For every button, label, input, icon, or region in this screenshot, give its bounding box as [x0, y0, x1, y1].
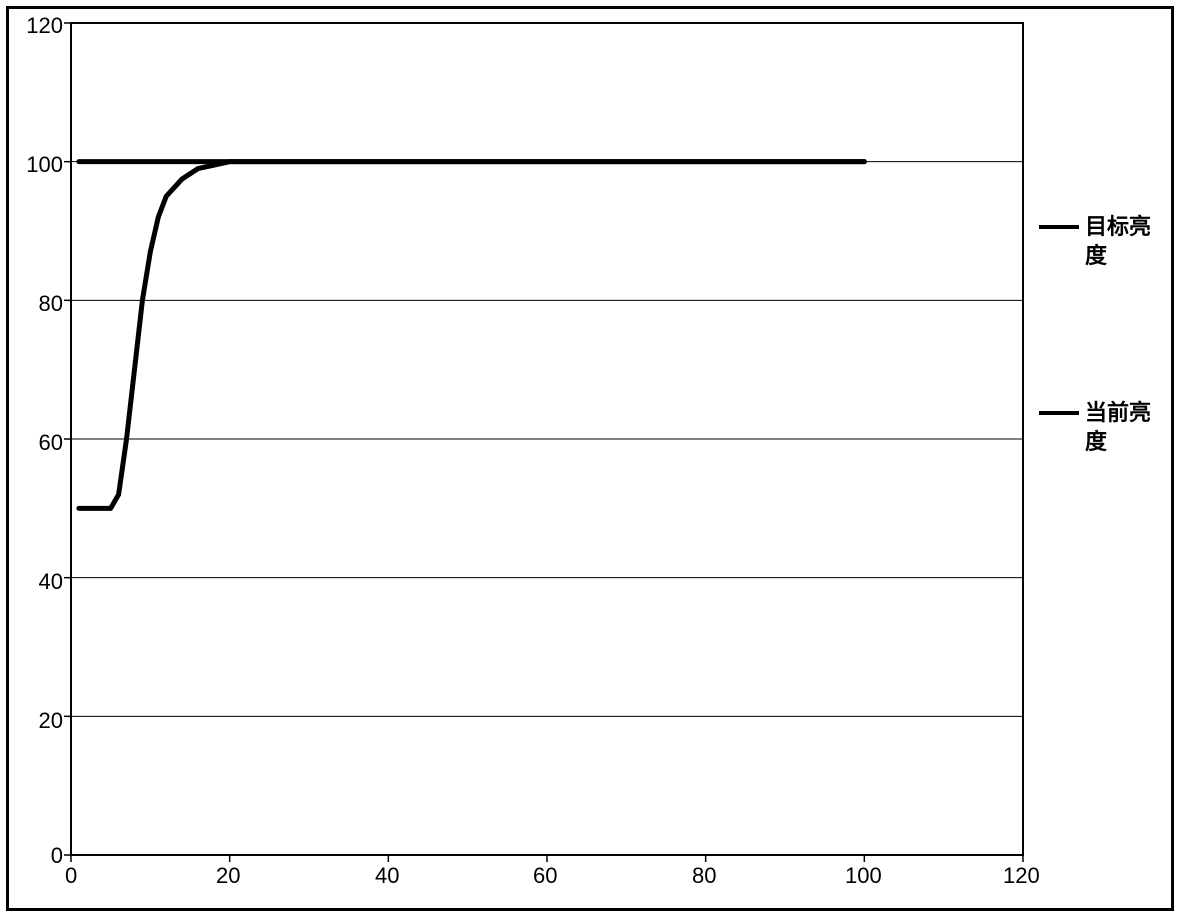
x-tick-label: 0 [65, 863, 77, 889]
y-tick-label: 40 [39, 569, 63, 595]
y-tick-label: 20 [39, 708, 63, 734]
y-tick-label: 80 [39, 291, 63, 317]
chart-container: 120 100 80 60 40 20 0 0 20 40 60 80 100 … [9, 9, 1171, 908]
chart-outer-frame: 120 100 80 60 40 20 0 0 20 40 60 80 100 … [6, 6, 1174, 911]
y-tick-label: 100 [26, 152, 63, 178]
y-tick-label: 0 [51, 843, 63, 869]
x-tick-label: 60 [533, 863, 557, 889]
chart-svg [9, 9, 1171, 908]
legend-line-icon [1039, 225, 1079, 229]
legend-label: 目标亮度 [1085, 213, 1155, 270]
legend-line-icon [1039, 411, 1079, 415]
x-tick-label: 100 [845, 863, 882, 889]
y-tick-label: 120 [26, 13, 63, 39]
x-tick-label: 40 [375, 863, 399, 889]
x-tick-label: 20 [216, 863, 240, 889]
x-tick-label: 120 [1003, 863, 1040, 889]
legend-entry-target: 目标亮度 [1039, 213, 1155, 270]
legend-label: 当前亮度 [1085, 399, 1155, 456]
legend-entry-current: 当前亮度 [1039, 399, 1155, 456]
y-tick-label: 60 [39, 430, 63, 456]
x-tick-label: 80 [692, 863, 716, 889]
